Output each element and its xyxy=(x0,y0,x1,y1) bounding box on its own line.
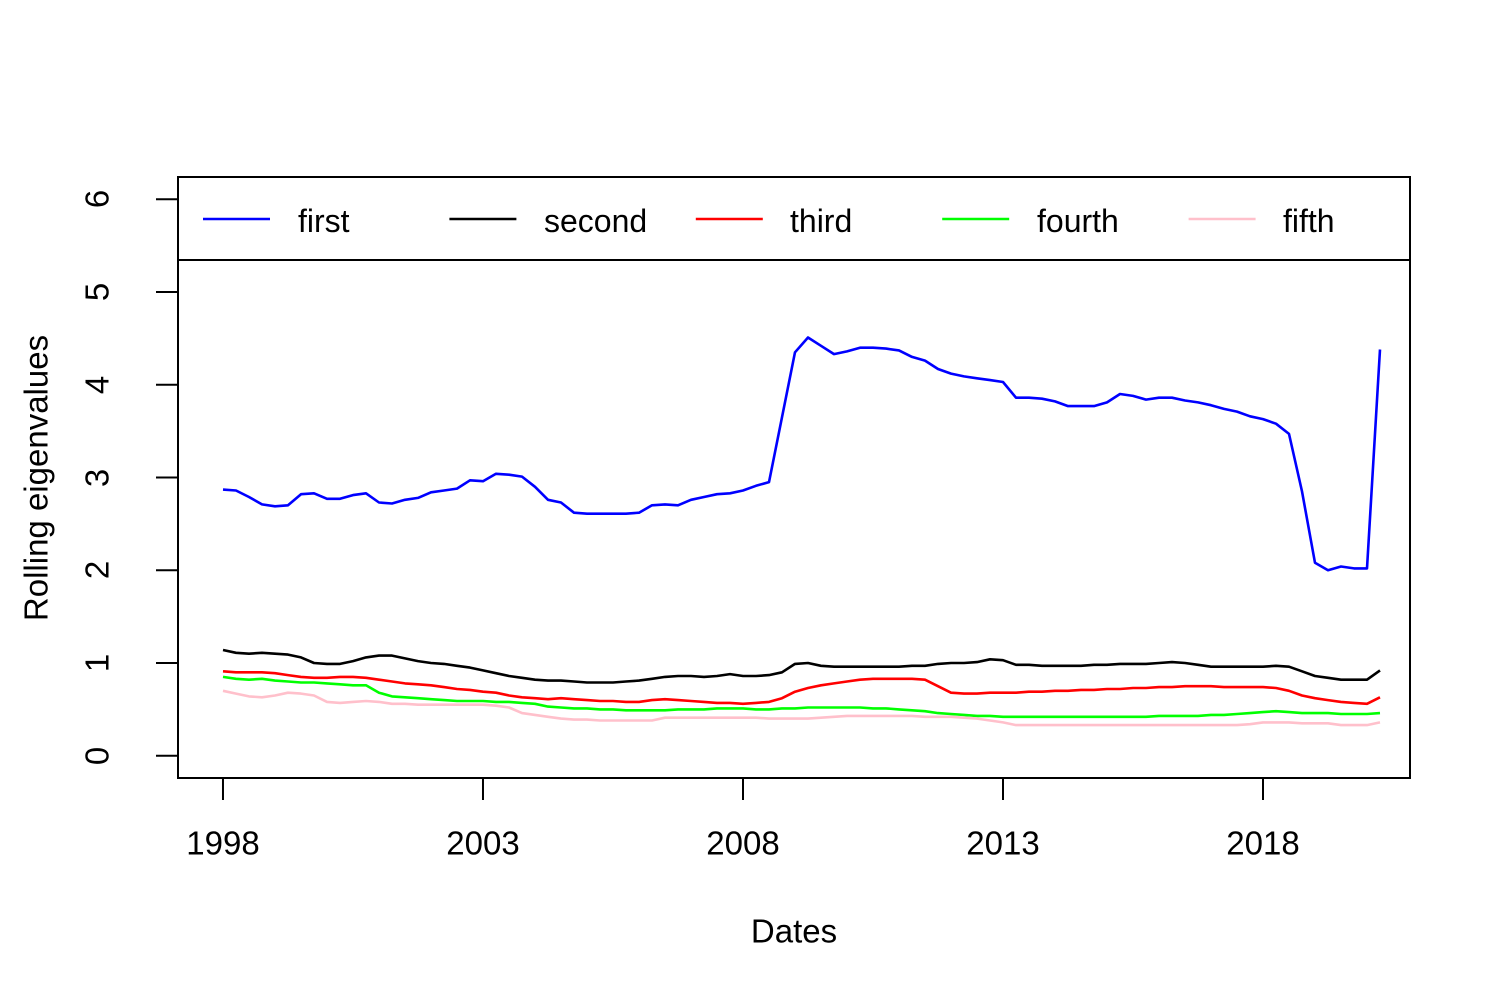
series-fourth-line xyxy=(222,675,1381,719)
y-tick-label-5: 5 xyxy=(78,282,116,302)
legend-label-second: second xyxy=(544,203,648,239)
y-tick-label-1: 1 xyxy=(78,653,116,673)
x-tick-label-2013: 2013 xyxy=(966,824,1040,862)
series-first-line xyxy=(222,336,1382,572)
series-fifth-line xyxy=(222,689,1381,727)
legend-label-fourth: fourth xyxy=(1037,203,1119,239)
y-tick-label-0: 0 xyxy=(78,746,116,766)
y-axis-title: Rolling eigenvalues xyxy=(17,334,55,622)
y-tick-label-6: 6 xyxy=(78,189,116,209)
y-tick-label-3: 3 xyxy=(78,468,116,488)
series-third-line xyxy=(222,670,1381,706)
legend-label-first: first xyxy=(298,203,350,239)
legend-label-fifth: fifth xyxy=(1283,203,1335,239)
x-tick-label-2008: 2008 xyxy=(706,824,780,862)
y-tick-label-2: 2 xyxy=(78,560,116,580)
x-tick-label-2003: 2003 xyxy=(446,824,520,862)
legend-label-third: third xyxy=(790,203,853,239)
x-axis-title: Dates xyxy=(750,912,838,950)
x-tick-label-1998: 1998 xyxy=(186,824,260,862)
series-second-line xyxy=(222,648,1381,684)
y-tick-label-4: 4 xyxy=(78,375,116,395)
x-tick-label-2018: 2018 xyxy=(1226,824,1300,862)
